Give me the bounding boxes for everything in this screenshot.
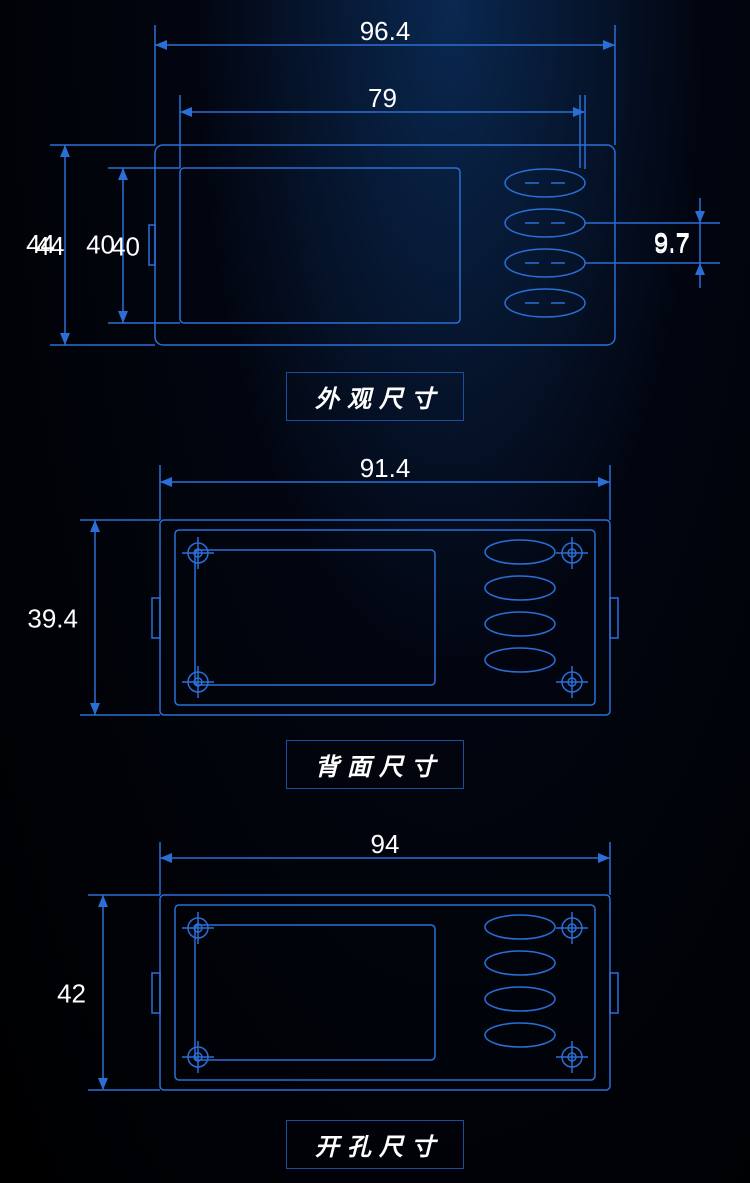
svg-text:39.4: 39.4 <box>27 604 78 634</box>
label-back: 背面尺寸 <box>286 740 464 789</box>
label-front: 外观尺寸 <box>286 372 464 421</box>
svg-text:96.4: 96.4 <box>360 16 411 46</box>
svg-text:91.4: 91.4 <box>360 453 411 483</box>
svg-text:9.7: 9.7 <box>654 229 690 259</box>
svg-text:40: 40 <box>111 232 140 262</box>
svg-text:94: 94 <box>371 829 400 859</box>
label-cutout: 开孔尺寸 <box>286 1120 464 1169</box>
svg-text:44: 44 <box>36 231 65 261</box>
dimension-diagram: 96.479444044409.79.791.439.49442 <box>0 0 750 1183</box>
svg-text:42: 42 <box>57 979 86 1009</box>
svg-text:79: 79 <box>368 83 397 113</box>
